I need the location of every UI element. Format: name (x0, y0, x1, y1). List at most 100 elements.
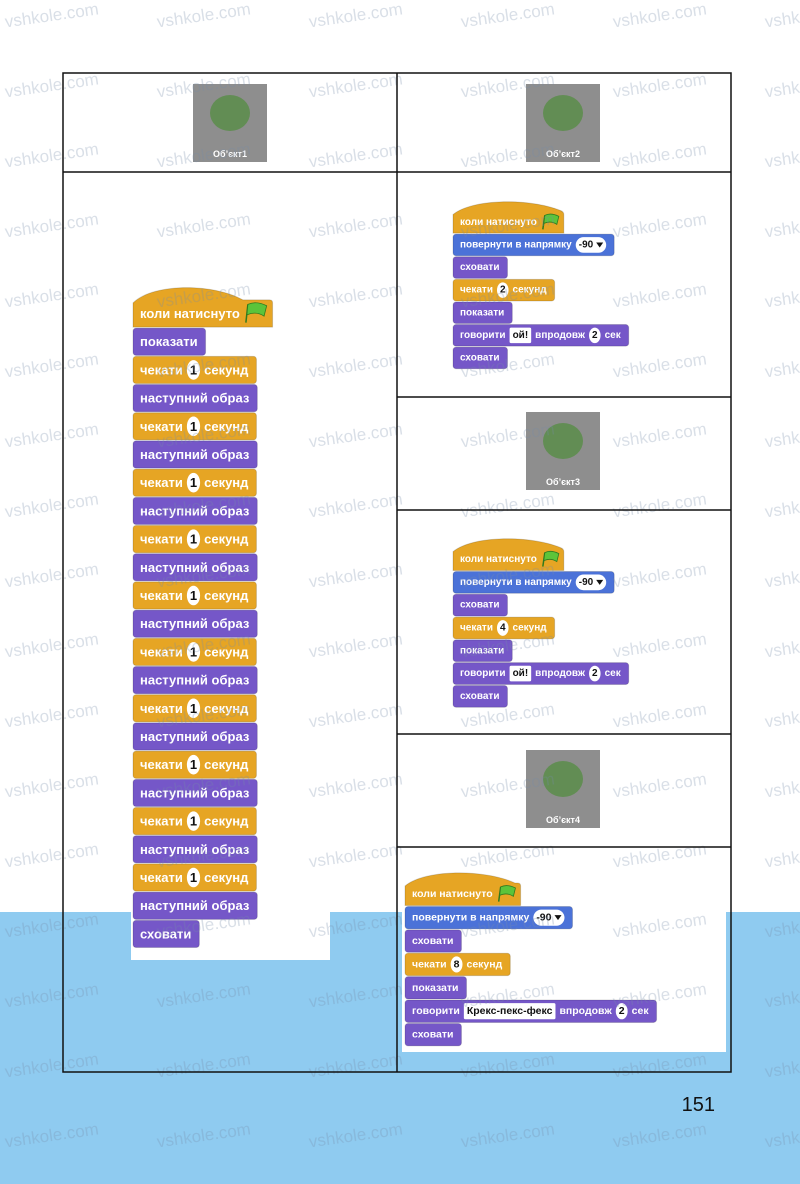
script-block: коли натиснуто (452, 201, 565, 234)
block-body (132, 778, 258, 808)
block-body (132, 835, 258, 864)
block-body (132, 666, 258, 695)
script-block: говорити ой! впродовж 2 сек (452, 662, 630, 685)
block-input-value: 8 (454, 958, 460, 970)
script-block: сховати (404, 1022, 462, 1047)
block-label: чекати (140, 757, 183, 772)
block-body (404, 1022, 462, 1047)
script-block: чекати 1 секунд (132, 807, 257, 836)
block-input (496, 282, 509, 298)
block-label: секунд (204, 362, 249, 377)
block-input (186, 698, 201, 719)
script-block: наступний образ (132, 496, 258, 526)
block-label: наступний образ (140, 616, 250, 631)
script-block: чекати 1 секунд (132, 637, 257, 667)
script-block: чекати 1 секунд (132, 750, 257, 779)
block-body (132, 722, 258, 751)
block-label: секунд (204, 757, 249, 772)
block-input (509, 665, 532, 682)
sprite-label: Об’єкт1 (213, 149, 247, 159)
flag (543, 213, 560, 226)
block-input (589, 665, 601, 682)
block-label: говорити (460, 330, 506, 341)
block-label: показати (412, 982, 459, 994)
script-block: сховати (404, 929, 462, 953)
block-body (132, 891, 258, 920)
block-label: секунд (204, 475, 249, 490)
block-input-value: 1 (190, 419, 197, 434)
block-body (452, 233, 615, 257)
block-body (132, 609, 258, 638)
block-input (509, 327, 532, 344)
block-label: говорити (412, 1005, 460, 1017)
sprite-figure (543, 95, 583, 131)
script-block: наступний образ (132, 440, 258, 469)
hat-block-body (452, 201, 565, 234)
script-block: повернути в напрямку -90 (452, 233, 615, 257)
script-block: чекати 1 секунд (132, 863, 257, 892)
block-label: чекати (140, 475, 183, 490)
block-label: говорити (460, 668, 506, 679)
block-body (452, 593, 508, 617)
block-body (132, 919, 200, 949)
script-block: коли натиснуто (452, 538, 565, 571)
block-label: чекати (460, 622, 493, 633)
block-input-value: 2 (500, 285, 506, 296)
block-input-value: 2 (592, 330, 598, 341)
page-number: 151 (682, 1094, 715, 1116)
block-label: повернути в напрямку (412, 912, 529, 924)
block-input-value: -90 (536, 912, 551, 924)
block-input (575, 574, 607, 591)
block-label: коли натиснуто (140, 306, 240, 321)
block-label: наступний образ (140, 729, 250, 744)
block-input (186, 416, 201, 437)
block-label: наступний образ (140, 447, 250, 462)
script-block: показати (132, 327, 207, 356)
block-label: чекати (140, 588, 183, 603)
block-input-value: 1 (190, 532, 197, 547)
block-body (132, 553, 258, 582)
script-block: чекати 2 секунд (452, 278, 556, 302)
block-label: наступний образ (140, 391, 250, 406)
block-label: наступний образ (140, 898, 250, 913)
script-block: чекати 8 секунд (404, 952, 511, 977)
script-block: чекати 1 секунд (132, 525, 257, 554)
block-input (186, 642, 201, 662)
block-input (533, 909, 565, 926)
script-block: коли натиснуто (404, 872, 522, 906)
block-input-value: 1 (190, 475, 197, 490)
block-label: чекати (140, 870, 183, 885)
block-input (186, 867, 201, 888)
block-input (615, 1003, 628, 1020)
block-input (575, 237, 607, 253)
script-block: говорити ой! впродовж 2 сек (452, 324, 630, 347)
block-input-value: 1 (190, 701, 197, 716)
block-input (450, 956, 463, 973)
block-label: наступний образ (140, 560, 250, 575)
block-label: повернути в напрямку (460, 239, 572, 250)
block-label: показати (460, 307, 504, 318)
block-label: секунд (513, 622, 548, 633)
block-input-value: ой! (513, 668, 529, 679)
block-label: наступний образ (140, 785, 250, 800)
block-label: сховати (460, 691, 499, 702)
block-label: повернути в напрямку (460, 577, 572, 588)
sprite-thumbnail: Об’єкт2 (526, 84, 600, 162)
script-block: сховати (452, 256, 508, 279)
sprite-label: Об’єкт2 (546, 149, 580, 159)
hat-block-body (452, 538, 565, 571)
block-body (404, 929, 462, 953)
sprite-thumbnail: Об’єкт3 (526, 412, 600, 490)
block-body (452, 324, 630, 347)
block-label: сховати (140, 926, 191, 941)
block-label: сек (605, 668, 622, 679)
block-label: сховати (412, 935, 453, 947)
block-label: секунд (204, 588, 249, 603)
script-block: сховати (132, 919, 200, 949)
block-input-value: 2 (619, 1005, 625, 1017)
block-label: показати (460, 645, 504, 656)
sprite-figure (543, 423, 583, 459)
block-label: чекати (140, 419, 183, 434)
block-input-value: 2 (592, 668, 598, 679)
